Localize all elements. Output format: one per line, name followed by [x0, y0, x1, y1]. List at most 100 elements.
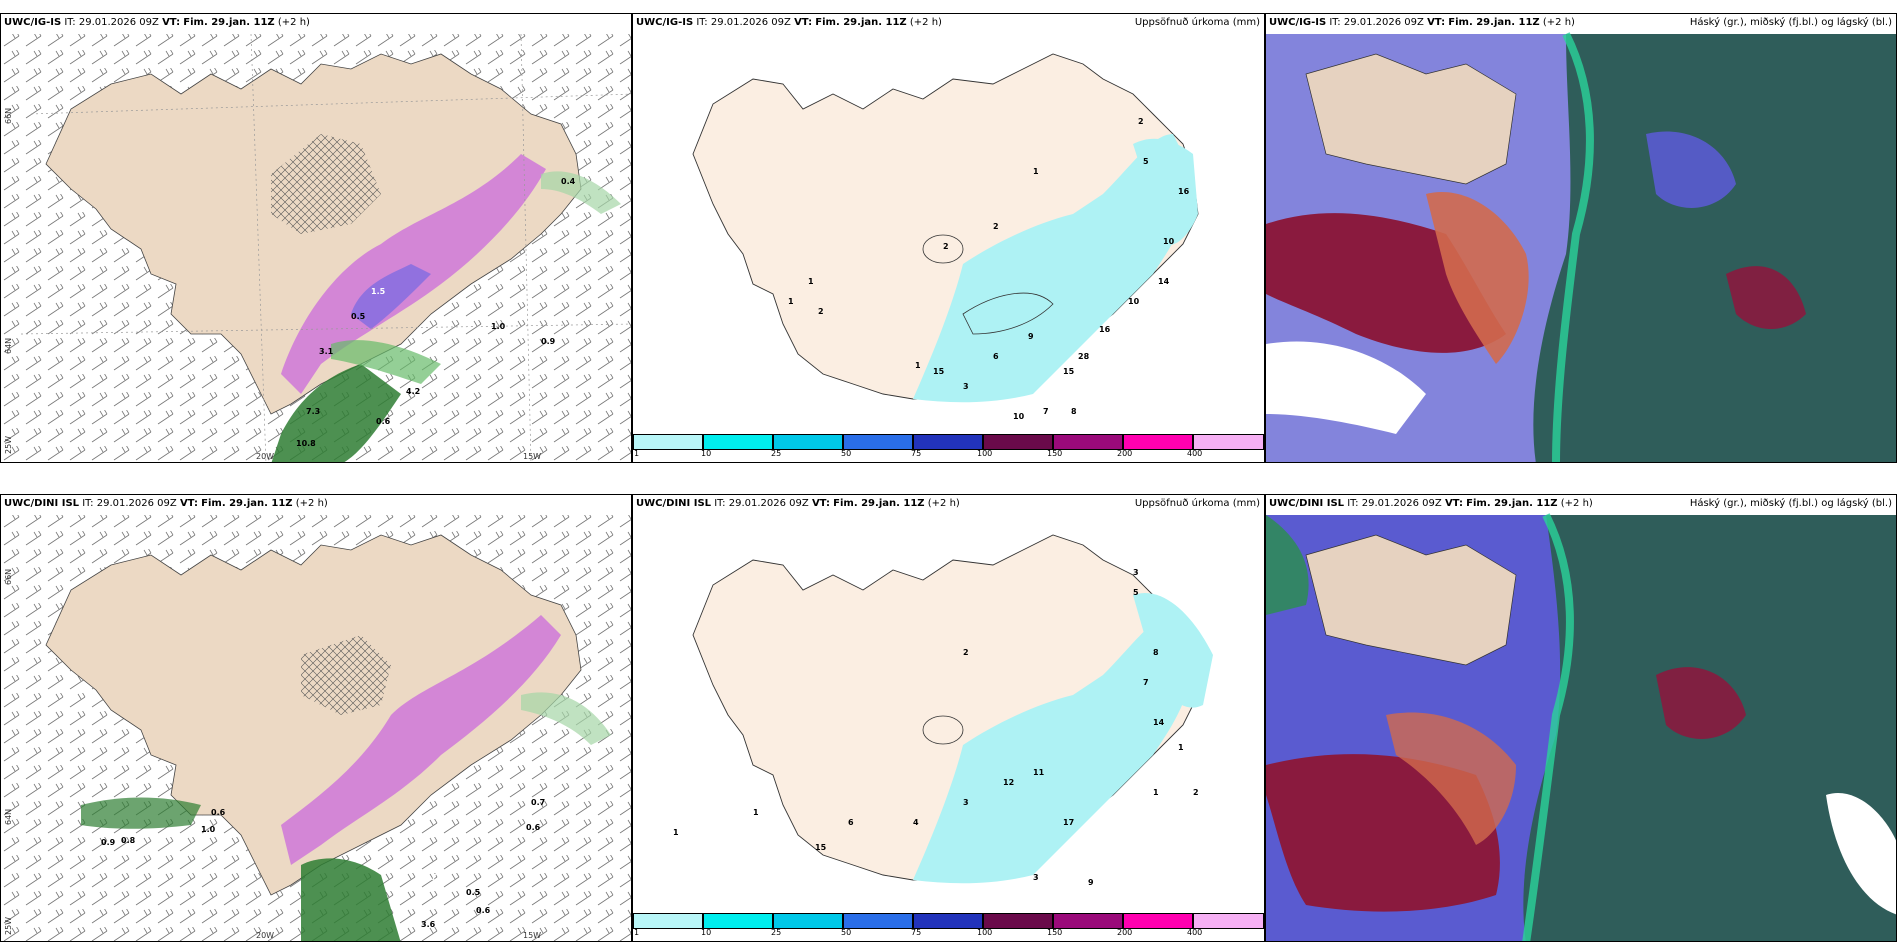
init-time: 29.01.2026 09Z: [1361, 498, 1442, 509]
precip-value: 0.9: [101, 838, 116, 847]
cloud-cover-map: [1266, 513, 1896, 941]
colorbar-label: 200: [1117, 449, 1133, 458]
accum-value: 2: [818, 307, 824, 316]
valid-time: Fim. 29.jan. 11Z: [1466, 498, 1558, 509]
colorbar-label: 400: [1187, 928, 1203, 937]
precip-area-east: [1133, 138, 1198, 246]
accum-value: 15: [933, 367, 945, 376]
vt-label: VT:: [1444, 498, 1463, 509]
accum-value: 1: [1178, 743, 1184, 752]
accum-value: 2: [1193, 788, 1199, 797]
lat-66-label: 66N: [4, 568, 13, 585]
it-label: IT:: [1329, 17, 1341, 28]
model-name: UWC/IG-IS: [636, 17, 694, 28]
accum-value: 9: [1088, 878, 1094, 887]
lon-20-label: 20W: [256, 452, 275, 461]
panel-title: Háský (gr.), miðský (fj.bl.) og lágský (…: [1689, 17, 1892, 28]
precip-value: 0.6: [476, 906, 491, 915]
colorbar-box-200: [1123, 434, 1193, 450]
accum-value: 3: [963, 382, 969, 391]
cloud-cover-map: [1266, 32, 1896, 462]
accum-value: 7: [1043, 407, 1049, 416]
lat-66-label: 66N: [4, 107, 13, 124]
colorbar-label: 100: [977, 928, 993, 937]
glacier-outline-south: [962, 292, 1054, 335]
valid-time: Fim. 29.jan. 11Z: [815, 17, 907, 28]
model-name: UWC/DINI ISL: [636, 498, 712, 509]
high-cloud-green: [1533, 34, 1896, 462]
precip-value: 0.6: [211, 808, 226, 817]
vt-label: VT:: [794, 17, 813, 28]
colorbar-label: 50: [841, 928, 852, 937]
vt-label: VT:: [811, 498, 830, 509]
accum-value: 5: [1133, 588, 1139, 597]
precip-value: 4.2: [406, 387, 420, 396]
accum-precip-map: 1 15 3 6 9 15 7 8 10 28 16 10 14 10 16 5…: [692, 53, 1199, 421]
precip-green-west: [81, 797, 201, 829]
lead-time: (+2 h): [927, 498, 960, 509]
it-label: IT:: [1347, 498, 1359, 509]
mid-cloud-maroon-east: [1726, 266, 1806, 329]
clear-sky-area: [1266, 341, 1426, 434]
colorbar-label: 150: [1047, 928, 1063, 937]
colorbar-box-25: [773, 913, 843, 929]
hatched-area: [271, 134, 381, 234]
hatched-area: [301, 635, 391, 715]
accum-value: 3: [963, 798, 969, 807]
precip-green-east: [521, 692, 611, 745]
it-label: IT:: [714, 498, 726, 509]
lead-time: (+2 h): [277, 17, 310, 28]
lon-25-label: 25W: [4, 916, 13, 935]
valid-time: Fim. 29.jan. 11Z: [833, 498, 925, 509]
accum-value: 6: [993, 352, 999, 361]
colorbar-box-10: [703, 434, 773, 450]
precip-value: 0.6: [376, 417, 391, 426]
model-name: UWC/DINI ISL: [4, 498, 80, 509]
lead-time: (+2 h): [909, 17, 942, 28]
panel-header: UWC/IG-IS IT: 29.01.2026 09Z VT: Fim. 29…: [1269, 17, 1575, 28]
accum-value: 7: [1143, 678, 1149, 687]
init-time: 29.01.2026 09Z: [96, 498, 177, 509]
precip-value: 0.7: [531, 798, 545, 807]
colorbar-box-1: [633, 434, 703, 450]
precip-value: 7.3: [306, 407, 320, 416]
valid-time: Fim. 29.jan. 11Z: [1448, 17, 1540, 28]
lon-20-label: 20W: [256, 931, 275, 940]
clear-sky-area: [1826, 793, 1896, 915]
panel-header: UWC/DINI ISL IT: 29.01.2026 09Z VT: Fim.…: [636, 498, 960, 509]
accum-value: 8: [1153, 648, 1159, 657]
precip-value: 1.0: [491, 322, 506, 331]
accum-value: 1: [808, 277, 814, 286]
it-label: IT:: [82, 498, 94, 509]
accum-value: 14: [1153, 718, 1165, 727]
init-time: 29.01.2026 09Z: [728, 498, 809, 509]
valid-time: Fim. 29.jan. 11Z: [183, 17, 275, 28]
lead-time: (+2 h): [295, 498, 328, 509]
colorbar-label: 50: [841, 449, 852, 458]
lon-25-label: 25W: [4, 435, 13, 454]
model-name: UWC/IG-IS: [1269, 17, 1327, 28]
lead-time: (+2 h): [1542, 17, 1575, 28]
glacier-outline: [922, 234, 964, 264]
accum-value: 1: [753, 808, 759, 817]
accum-value: 16: [1178, 187, 1190, 196]
precip-value: 3.1: [319, 347, 334, 356]
colorbar-label: 10: [701, 928, 712, 937]
it-label: IT:: [64, 17, 76, 28]
init-time: 29.01.2026 09Z: [1343, 17, 1424, 28]
panel-bottom-left-wind-precip: UWC/DINI ISL IT: 29.01.2026 09Z VT: Fim.…: [0, 494, 632, 942]
accum-value: 2: [1138, 117, 1144, 126]
colorbar-box-50: [843, 434, 913, 450]
colorbar-label: 25: [771, 449, 782, 458]
precip-blue-core: [351, 264, 431, 329]
accum-value: 2: [993, 222, 999, 231]
colorbar-box-1: [633, 913, 703, 929]
cloud-edge-teal: [1552, 32, 1594, 462]
high-cloud-west: [1266, 515, 1309, 615]
low-cloud-orange: [1386, 712, 1516, 845]
colorbar-box-200: [1123, 913, 1193, 929]
accum-value: 9: [1028, 332, 1034, 341]
colorbar-box-10: [703, 913, 773, 929]
accum-value: 1: [1033, 167, 1039, 176]
precip-value: 0.9: [541, 337, 556, 346]
